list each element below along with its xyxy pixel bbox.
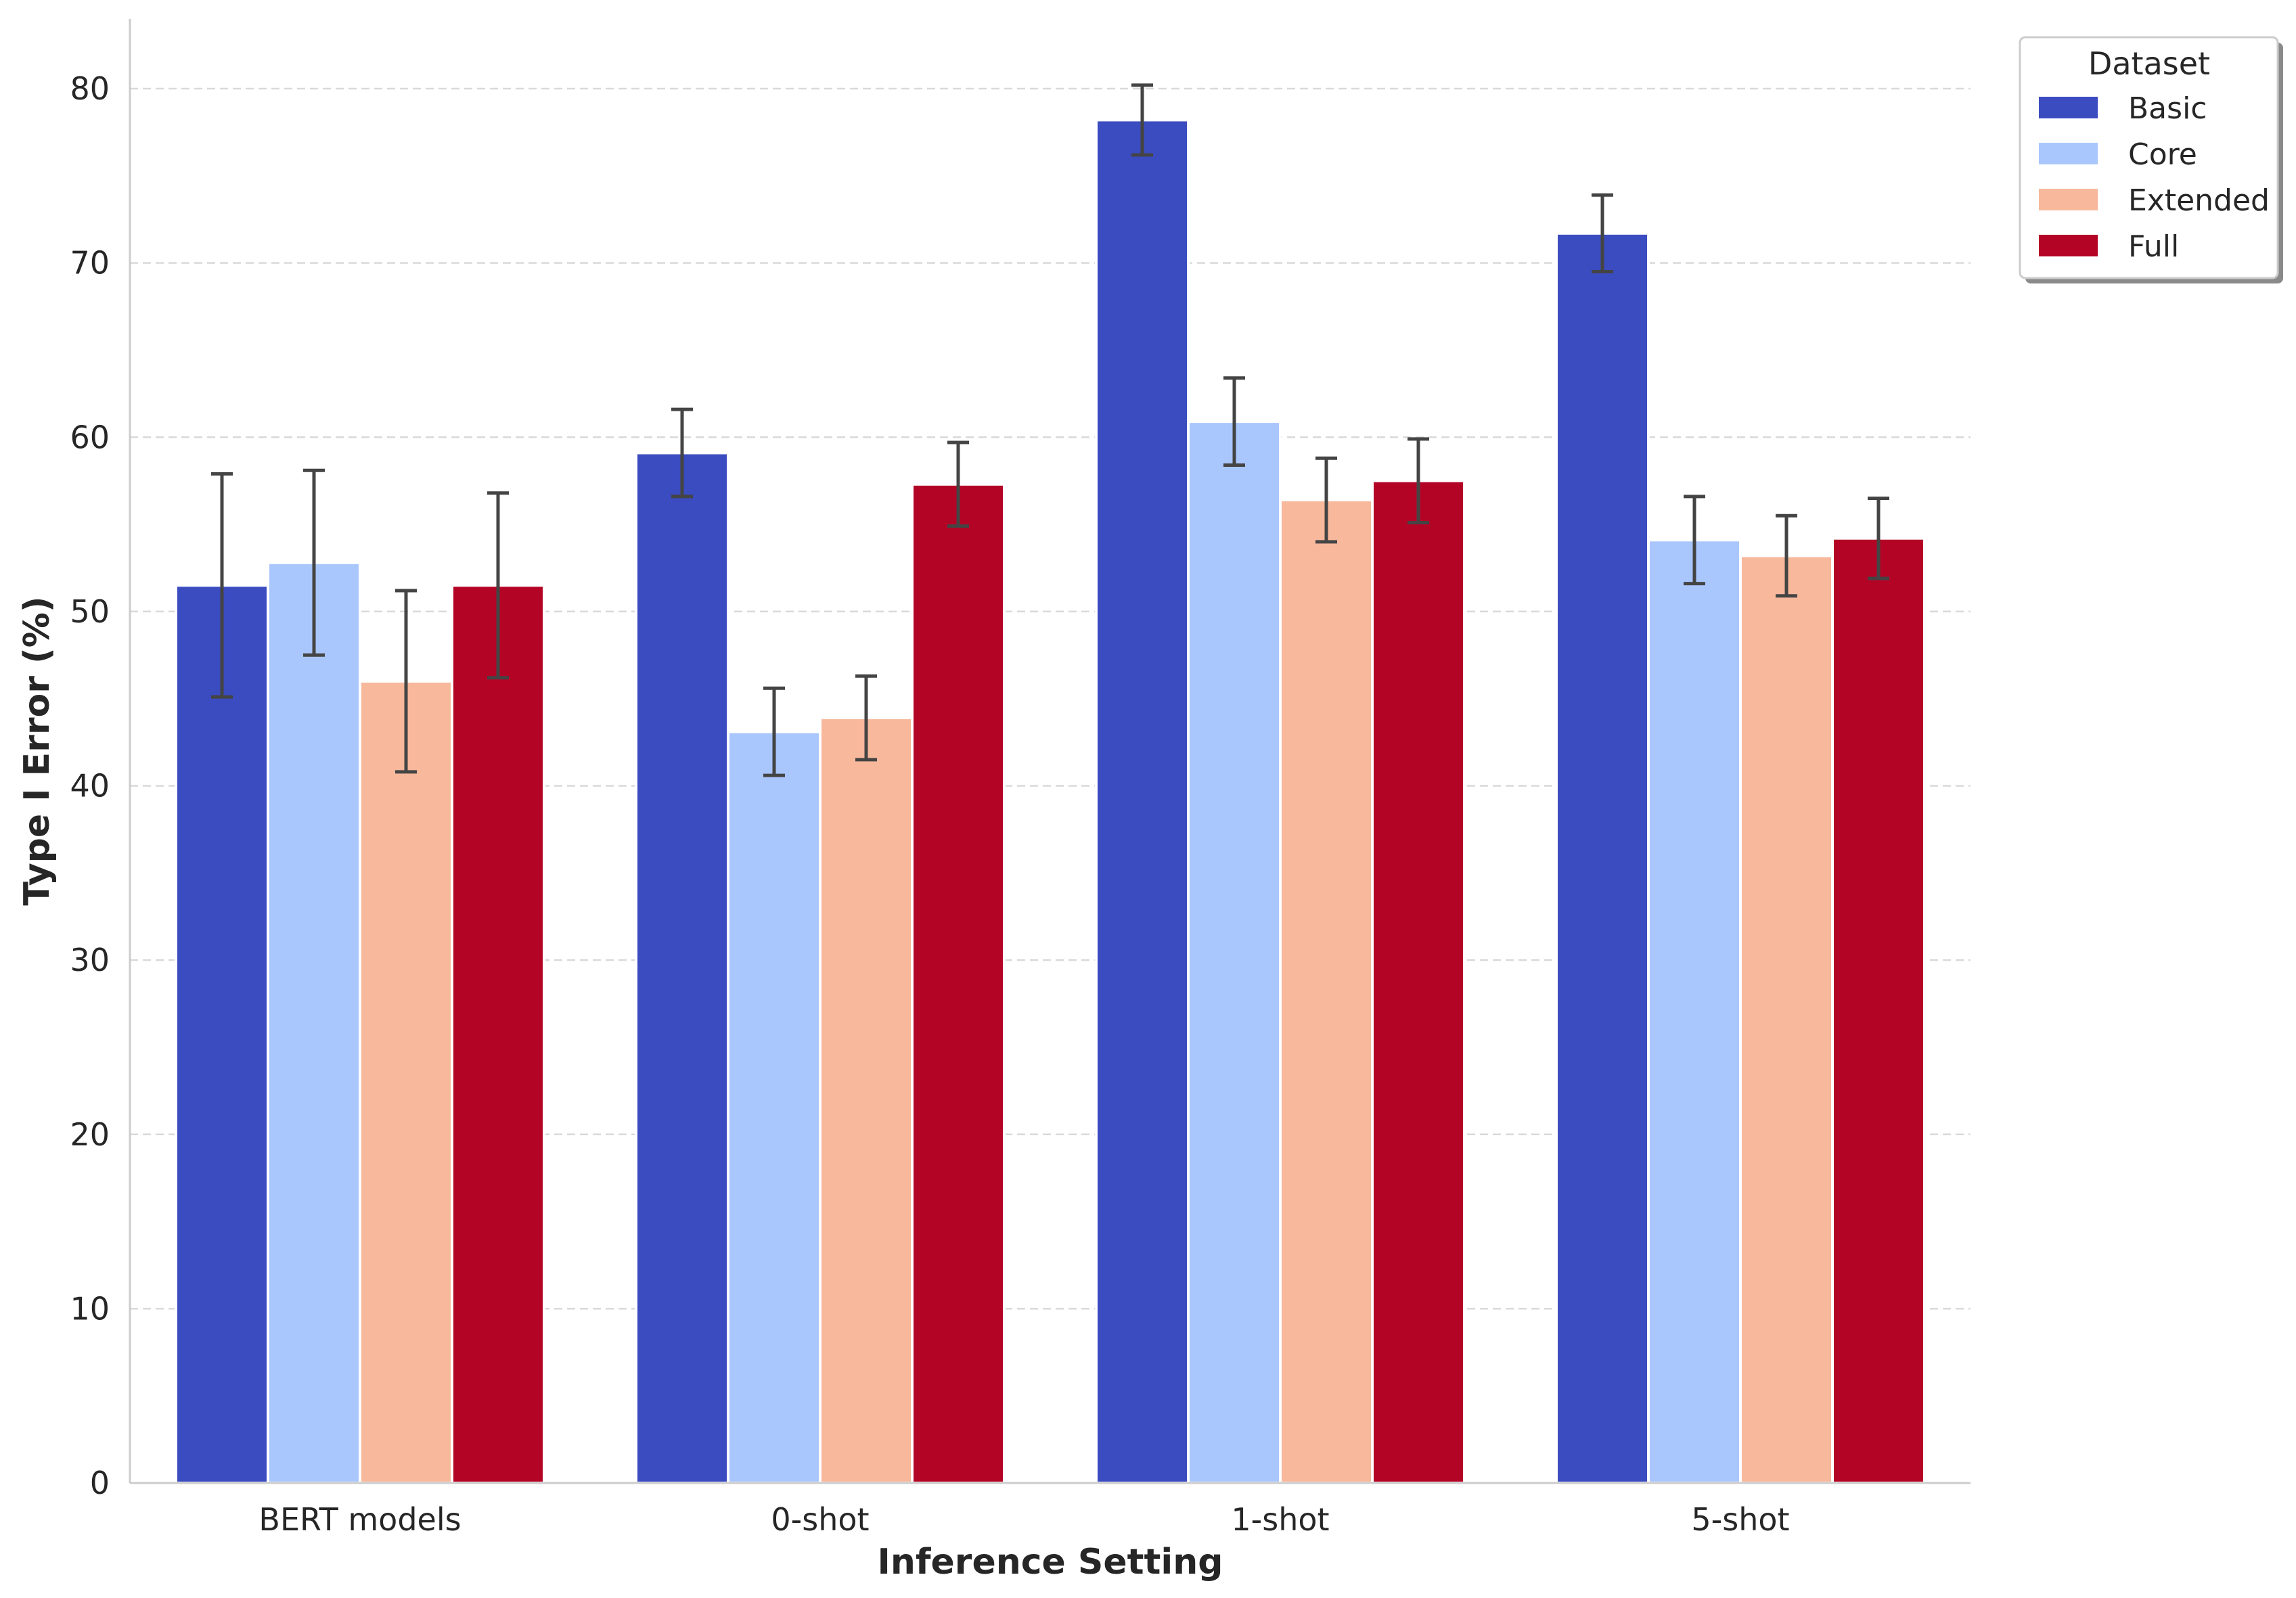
y-tick-label: 20 [70,1116,110,1153]
error-bar [395,589,417,774]
legend: Dataset Basic Core Extended Full [2019,36,2283,283]
error-bar [1684,495,1705,586]
bar-core [1647,539,1742,1484]
y-tick-label: 50 [70,593,110,630]
error-bar [211,472,233,699]
error-bar [1408,437,1429,525]
error-bar [1131,83,1153,157]
y-tick-label: 80 [70,70,110,107]
legend-swatch [2039,97,2098,118]
error-bar [947,440,969,528]
legend-label: Basic [2128,91,2207,126]
bar-extended [359,679,453,1484]
y-tick-label: 10 [70,1290,110,1327]
bar-basic [175,584,269,1484]
bar-core [727,730,821,1484]
x-tick-label: 0-shot [771,1501,869,1538]
x-tick-label: 5-shot [1691,1501,1789,1538]
legend-swatch [2039,235,2098,256]
bars [175,118,1926,1485]
axes [129,19,1971,1484]
legend-item: Extended [2039,183,2270,218]
y-tick-label: 70 [70,245,110,281]
legend-label: Extended [2128,183,2270,218]
legend-item: Full [2039,229,2179,264]
bar-basic [1555,231,1650,1484]
y-tick-label: 0 [90,1465,110,1501]
error-bar [1592,193,1613,274]
legend-items: Basic Core Extended Full [2039,91,2270,264]
error-bar [763,686,785,777]
error-bar [1223,376,1245,467]
bar-basic [635,451,729,1484]
legend-label: Full [2128,229,2179,264]
error-bar [1868,496,1889,580]
bar-core [1187,420,1282,1484]
bar-full [1831,537,1926,1485]
y-tick-label: 40 [70,768,110,804]
x-tick-label: BERT models [258,1501,461,1538]
bar-extended [1279,499,1374,1484]
bar-full [911,482,1006,1484]
error-bar [1776,513,1797,598]
legend-swatch [2039,143,2098,164]
x-axis-title: Inference Setting [878,1542,1223,1582]
y-tick-label: 30 [70,942,110,978]
error-bars [211,83,1889,777]
x-tick-labels: BERT models 0-shot 1-shot 5-shot [258,1501,1789,1538]
bar-full [451,584,545,1484]
bar-extended [1739,554,1834,1484]
y-tick-labels: 0 10 20 30 40 50 60 70 80 [70,70,110,1501]
error-bar [1315,456,1337,544]
legend-title: Dataset [2088,45,2210,82]
y-axis-title: Type I Error (%) [17,596,58,905]
x-tick-label: 1-shot [1231,1501,1329,1538]
bar-extended [819,716,914,1484]
error-bar [303,468,325,657]
legend-item: Core [2039,137,2197,172]
bar-core [267,561,361,1484]
legend-swatch [2039,189,2098,210]
error-bar [671,407,693,499]
y-tick-label: 60 [70,419,110,455]
legend-item: Basic [2039,91,2207,126]
legend-label: Core [2128,137,2197,172]
error-bar [487,491,509,680]
error-bar [855,674,877,762]
bar-full [1371,479,1466,1485]
bar-basic [1095,118,1190,1484]
